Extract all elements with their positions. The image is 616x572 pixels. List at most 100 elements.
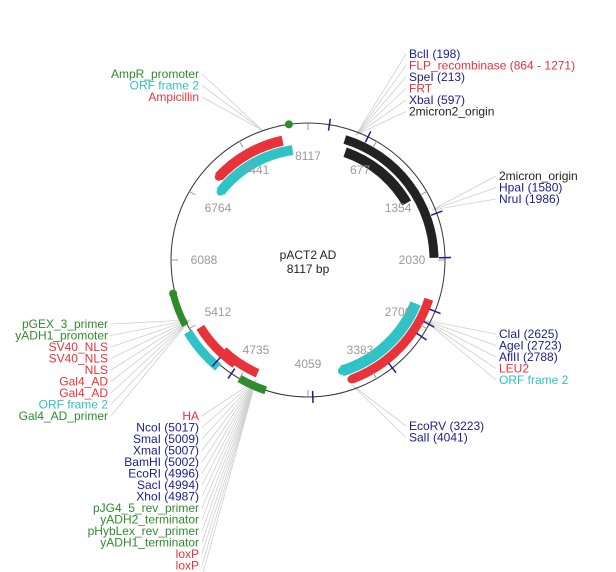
leader-line — [431, 175, 497, 211]
label-left-bottom: yADH1_terminator — [100, 536, 199, 550]
label-left-top: Ampicillin — [148, 90, 199, 104]
label-left-mid: NLS — [85, 363, 108, 377]
tick-label: 5412 — [205, 305, 232, 319]
label-left-bottom: XmaI (5007) — [133, 444, 199, 458]
label-left-bottom: NcoI (5017) — [136, 421, 199, 435]
label-left-bottom: pHybLex_rev_primer — [88, 524, 199, 538]
leader-line — [201, 96, 263, 131]
tick-label: 3383 — [347, 343, 374, 357]
leader-line — [355, 65, 407, 136]
leader-line — [110, 319, 191, 336]
leader-line — [423, 319, 497, 358]
label-left-bottom: BamHI (5002) — [124, 455, 199, 469]
tick-label: 4059 — [295, 357, 322, 371]
tick-mark — [189, 191, 196, 196]
label-right-mid: NruI (1986) — [499, 192, 560, 206]
label-left-mid: SV40_NLS — [49, 340, 108, 354]
label-right-low: ORF frame 2 — [499, 373, 569, 387]
leader-line — [201, 379, 257, 440]
label-right-top: BclI (198) — [409, 47, 460, 61]
label-right-top: SpeI (213) — [409, 70, 465, 84]
feature-arcs — [169, 118, 451, 403]
tick-mark — [420, 191, 427, 196]
label-right-low: LEU2 — [499, 362, 529, 376]
site-marker — [429, 308, 441, 315]
site-marker — [388, 362, 397, 374]
leader-line — [423, 319, 497, 335]
label-left-mid: Gal4_AD_primer — [19, 409, 108, 423]
feature-arrowhead — [169, 289, 178, 298]
label-right-top: FLP_recombinase (864 - 1271) — [409, 59, 575, 73]
sv40-nls-arc — [220, 347, 260, 378]
label-left-bottom: loxP — [176, 559, 199, 572]
label-right-low: AflII (2788) — [499, 350, 558, 364]
plasmid-size: 8117 bp — [287, 262, 330, 276]
feature-labels: BclI (198)FLP_recombinase (864 - 1271)Sp… — [15, 47, 577, 572]
leader-line — [110, 319, 191, 371]
tick-label: 2706 — [385, 305, 412, 319]
label-right-top: 2micron2_origin — [409, 105, 494, 119]
label-right-mid: 2micron_origin — [499, 169, 578, 183]
leader-line — [110, 319, 191, 394]
feature-arrowhead — [337, 366, 346, 375]
label-right-bottom: EcoRV (3223) — [409, 419, 484, 433]
leader-line — [355, 111, 407, 136]
leader-line — [201, 379, 257, 520]
tick-label: 7441 — [243, 163, 270, 177]
tick-mark — [239, 141, 244, 148]
leader-line — [201, 85, 263, 131]
tick-label: 1354 — [385, 201, 412, 215]
label-left-bottom: HA — [182, 409, 199, 423]
label-left-bottom: yADH2_terminator — [100, 513, 199, 527]
leader-line — [201, 379, 257, 428]
leader-line — [355, 88, 407, 136]
label-leader-lines — [110, 53, 497, 572]
label-left-top: AmpR_promoter — [111, 67, 199, 81]
tick-mark — [372, 372, 377, 379]
leader-line — [201, 379, 257, 463]
label-left-bottom: XhoI (4987) — [136, 490, 199, 504]
label-right-mid: HpaI (1580) — [499, 181, 562, 195]
label-right-low: AgeI (2723) — [499, 339, 562, 353]
label-right-low: ClaI (2625) — [499, 327, 558, 341]
label-left-bottom: pJG4_5_rev_primer — [93, 501, 199, 515]
label-left-bottom: loxP — [176, 547, 199, 561]
label-left-bottom: SacI (4994) — [137, 478, 199, 492]
label-right-top: FRT — [409, 82, 433, 96]
leader-line — [201, 379, 257, 543]
leader-line — [201, 379, 257, 497]
leader-line — [201, 73, 263, 131]
label-right-top: XbaI (597) — [409, 93, 465, 107]
leader-line — [201, 379, 257, 566]
tick-label: 677 — [350, 163, 370, 177]
orf-frame-2-right-arc — [340, 301, 421, 377]
site-marker — [423, 320, 435, 328]
feature-arrowhead — [347, 375, 356, 384]
site-marker — [430, 210, 443, 216]
micron2-origin-arc — [343, 147, 412, 206]
micron-origin-arc — [343, 135, 439, 258]
ampicillin-arc — [215, 135, 284, 181]
plasmid-name: pACT2 AD — [280, 248, 337, 262]
leader-line — [423, 319, 497, 369]
leader-line — [201, 379, 257, 486]
site-marker — [327, 118, 332, 131]
label-left-bottom: loxP — [176, 570, 199, 572]
site-marker — [211, 356, 221, 367]
label-left-top: ORF frame 2 — [130, 79, 200, 93]
leader-line — [431, 187, 497, 211]
tick-label: 6088 — [191, 253, 218, 267]
leader-line — [202, 379, 257, 572]
label-left-bottom: EcoRI (4996) — [128, 467, 199, 481]
site-marker — [364, 131, 372, 143]
label-left-mid: SV40_NLS — [49, 352, 108, 366]
leader-line — [110, 319, 191, 325]
leader-line — [201, 379, 257, 451]
feature-arrowhead — [214, 172, 223, 181]
leader-line — [201, 379, 257, 532]
feature-arrowhead — [284, 120, 293, 129]
leader-line — [423, 319, 497, 346]
leader-line — [110, 319, 191, 382]
orf-frame-2-top-arc — [216, 145, 294, 195]
